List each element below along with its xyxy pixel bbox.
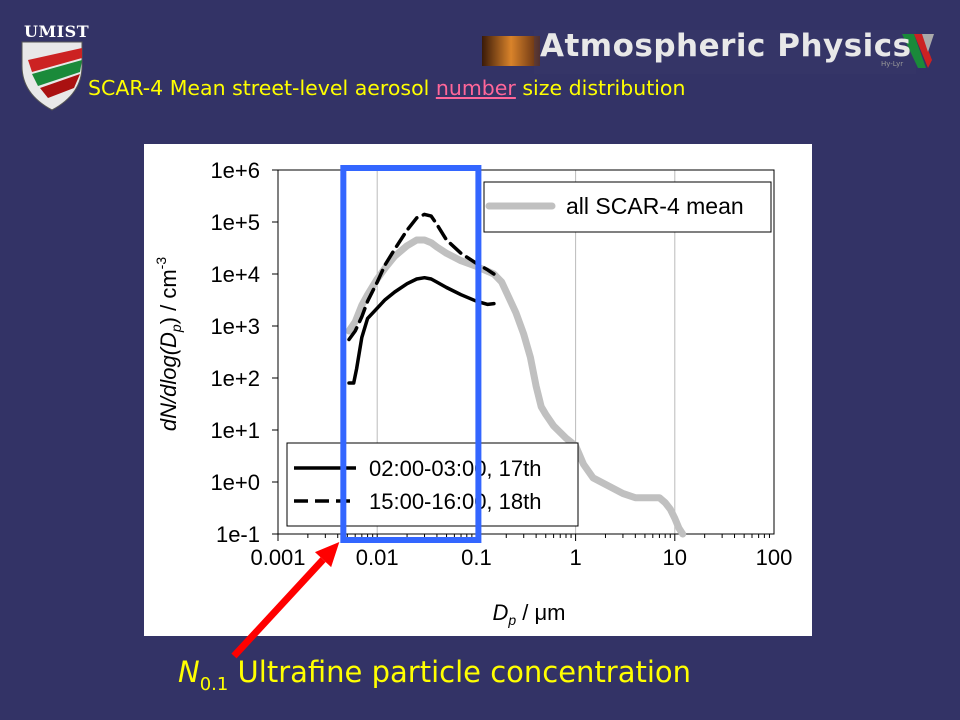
- y-tick-label: 1e+4: [210, 262, 260, 287]
- legend-bottom: 02:00-03:00, 17th 15:00-16:00, 18th: [286, 442, 579, 527]
- sunset-photo-icon: [482, 36, 540, 66]
- legend-solid-label: 02:00-03:00, 17th: [369, 456, 541, 481]
- n-subscript: 0.1: [199, 674, 229, 695]
- y-tick-label: 1e+5: [210, 210, 260, 235]
- chart-panel: 0.001 0.01 0.1 1 10 100 1e-1 1e+0 1e+1 1e+2 1e+3 1e…: [144, 144, 812, 636]
- slide-title-after: size distribution: [515, 76, 686, 100]
- size-distribution-chart: 0.001 0.01 0.1 1 10 100 1e-1 1e+0 1e+1 1e+2 1e+3 1e…: [153, 158, 793, 628]
- x-tick-label: 0.001: [250, 545, 305, 570]
- y-axis-label: dN/dlog(Dp) / cm-3: [153, 257, 184, 432]
- n-symbol: N: [178, 655, 200, 689]
- y-tick-label: 1e+6: [210, 158, 260, 183]
- institution-name: UMIST: [24, 22, 90, 41]
- legend-dashed-label: 15:00-16:00, 18th: [369, 489, 541, 514]
- y-tick-label: 1e+2: [210, 366, 260, 391]
- group-title: Atmospheric Physics: [540, 28, 912, 64]
- umist-logo: UMIST: [18, 14, 98, 114]
- legend-mean-label: all SCAR-4 mean: [566, 193, 744, 219]
- x-tick-label: 0.01: [356, 545, 399, 570]
- x-tick-label: 100: [756, 545, 793, 570]
- y-tick-label: 1e+1: [210, 418, 260, 443]
- x-tick-label: 1: [569, 545, 581, 570]
- y-tick-label: 1e-1: [216, 522, 260, 547]
- x-tick-label: 0.1: [461, 545, 492, 570]
- ultrafine-caption: N0.1 Ultrafine particle concentration: [178, 655, 691, 695]
- umist-shield-icon: [21, 41, 83, 111]
- caption-text: Ultrafine particle concentration: [228, 655, 692, 689]
- atmospheric-physics-logo: [482, 30, 934, 74]
- group-tag: Hy-Lyr: [881, 60, 904, 68]
- y-tick-label: 1e+0: [210, 470, 260, 495]
- plot-area-frame: [277, 169, 775, 535]
- legend-top: all SCAR-4 mean: [483, 181, 772, 233]
- x-tick-label: 10: [663, 545, 687, 570]
- y-tick-label: 1e+3: [210, 314, 260, 339]
- slide-title-before: SCAR-4 Mean street-level aerosol: [88, 76, 436, 100]
- x-axis-label: Dp / μm: [492, 600, 565, 628]
- slide-title: SCAR-4 Mean street-level aerosol number …: [88, 76, 685, 100]
- number-link[interactable]: number: [435, 76, 516, 100]
